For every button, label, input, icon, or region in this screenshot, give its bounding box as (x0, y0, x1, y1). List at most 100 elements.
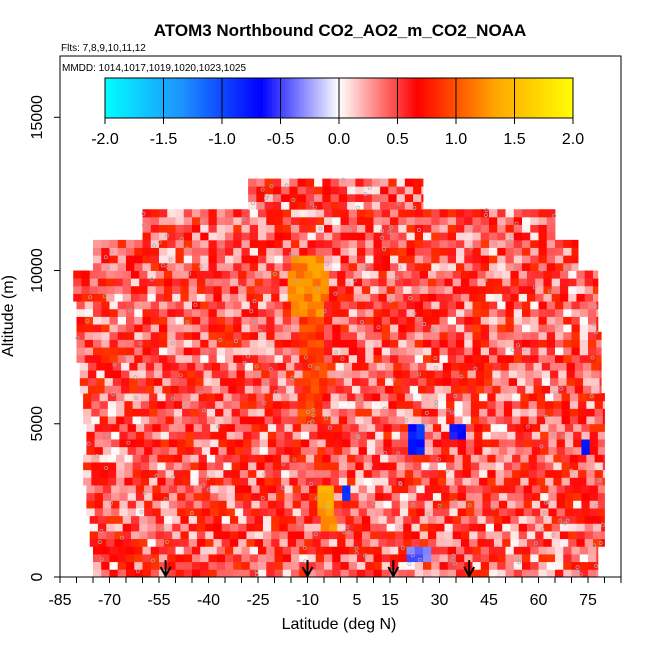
heatmap-cell (464, 224, 473, 233)
colorbar-swatch (388, 78, 393, 118)
sample-marker (112, 362, 117, 367)
sample-marker (265, 381, 270, 385)
colorbar-swatch (429, 78, 434, 118)
heatmap-cell (427, 538, 437, 547)
heatmap-cell (241, 354, 251, 363)
heatmap-cell (225, 209, 234, 218)
heatmap-cell (314, 416, 323, 425)
heatmap-cell (512, 454, 521, 463)
heatmap-cell (102, 431, 112, 440)
heatmap-cell (299, 339, 308, 348)
heatmap-cell (274, 216, 284, 225)
heatmap-cell (431, 324, 440, 333)
heatmap-cell (167, 239, 176, 248)
heatmap-cell (493, 523, 503, 532)
heatmap-cell (340, 247, 350, 256)
heatmap-cell (350, 492, 360, 501)
heatmap-cell (150, 347, 160, 356)
colorbar-swatch (502, 78, 507, 118)
heatmap-cell (170, 377, 180, 386)
heatmap-cell (201, 485, 211, 494)
heatmap-cell (447, 262, 457, 271)
heatmap-cell (452, 515, 462, 524)
heatmap-cell (581, 446, 591, 455)
heatmap-cell (530, 354, 539, 363)
heatmap-cell (109, 569, 119, 578)
sample-marker (428, 466, 433, 471)
sample-marker (109, 501, 113, 505)
heatmap-cell (249, 554, 259, 563)
sample-marker (85, 318, 90, 323)
heatmap-cell (414, 216, 424, 225)
heatmap-cell (530, 324, 539, 333)
heatmap-cell (203, 385, 213, 394)
heatmap-cell (495, 462, 505, 471)
heatmap-cell (142, 546, 152, 555)
heatmap-cell (175, 347, 185, 356)
sample-marker (309, 201, 314, 206)
heatmap-cell (149, 462, 158, 471)
heatmap-cell (167, 569, 176, 578)
heatmap-cell (139, 278, 148, 287)
sample-marker (205, 476, 210, 481)
heatmap-cell (451, 362, 460, 371)
heatmap-cell (406, 224, 416, 233)
heatmap-cell (167, 301, 176, 310)
heatmap-cell (502, 515, 511, 524)
heatmap-cell (286, 370, 295, 379)
heatmap-cell (149, 400, 158, 409)
heatmap-cell (333, 500, 343, 509)
heatmap-cell (130, 270, 140, 279)
heatmap-cell (368, 385, 378, 394)
colorbar-swatch (473, 78, 477, 118)
heatmap-cell (464, 232, 473, 241)
heatmap-cell (555, 308, 564, 317)
heatmap-cell (363, 469, 373, 478)
colorbar-tick-label: 0.0 (328, 131, 350, 148)
heatmap-cell (117, 247, 127, 256)
heatmap-cell (485, 523, 495, 532)
heatmap-cell (157, 469, 166, 478)
heatmap-cell (221, 293, 231, 302)
heatmap-cell (497, 255, 506, 264)
heatmap-cell (324, 224, 333, 233)
heatmap-cell (490, 423, 500, 432)
heatmap-cell (180, 278, 190, 287)
heatmap-cell (272, 416, 282, 425)
heatmap-cell (150, 262, 160, 271)
heatmap-cell (243, 423, 252, 432)
heatmap-cell (122, 515, 132, 524)
heatmap-cell (282, 255, 292, 264)
sample-marker (417, 228, 421, 232)
heatmap-cell (596, 554, 599, 563)
heatmap-cell (106, 293, 115, 302)
heatmap-cell (409, 377, 419, 386)
heatmap-cell (371, 454, 381, 463)
heatmap-cell (192, 224, 201, 233)
heatmap-cell (404, 201, 414, 210)
heatmap-cell (203, 377, 213, 386)
heatmap-cell (586, 477, 595, 486)
heatmap-cell (498, 485, 508, 494)
heatmap-cell (543, 278, 553, 287)
heatmap-cell (588, 354, 597, 363)
heatmap-cell (195, 362, 204, 371)
heatmap-cell (109, 354, 119, 363)
heatmap-cell (274, 224, 284, 233)
sample-marker (274, 389, 279, 394)
heatmap-cell (287, 293, 297, 302)
heatmap-cell (479, 469, 488, 478)
heatmap-cell (119, 485, 129, 494)
heatmap-cell (355, 393, 364, 402)
heatmap-cell (324, 255, 333, 264)
heatmap-cell (248, 408, 257, 417)
heatmap-cell (413, 462, 422, 471)
heatmap-cell (520, 400, 529, 409)
heatmap-cell (394, 515, 404, 524)
heatmap-cell (307, 561, 317, 570)
heatmap-cell (601, 531, 605, 540)
colorbar-swatch (523, 78, 527, 118)
heatmap-cell (200, 224, 209, 233)
heatmap-cell (289, 408, 298, 417)
heatmap-cell (482, 439, 492, 448)
